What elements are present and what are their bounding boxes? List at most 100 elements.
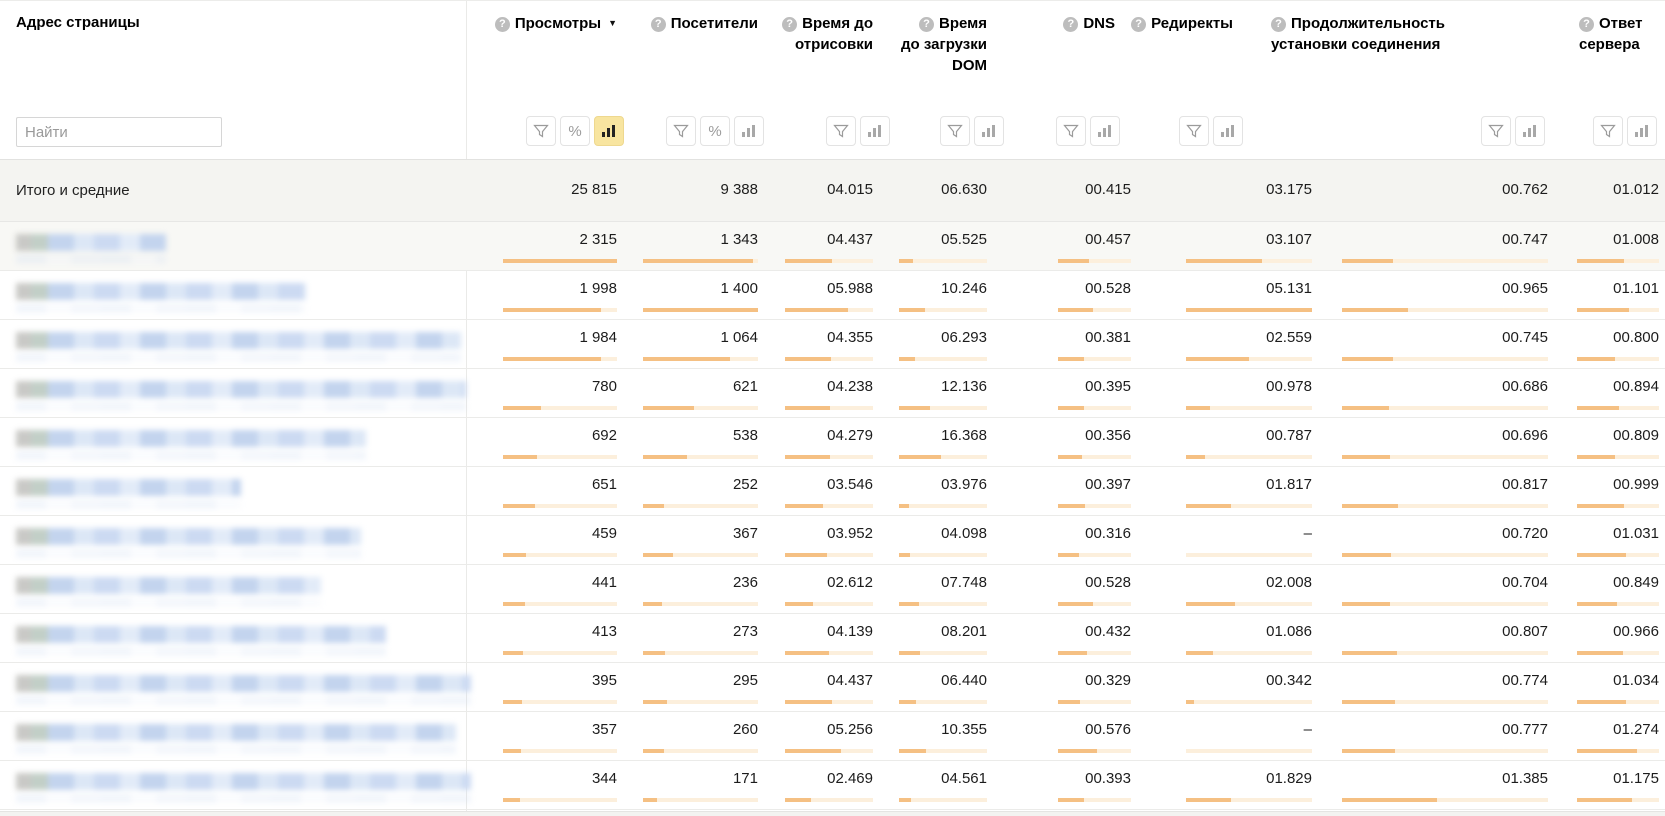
column-header-dom-load[interactable]: ? Время до загрузки DOM bbox=[901, 15, 987, 74]
server-response-cell: 00.849 bbox=[1577, 565, 1659, 613]
next-row-edge bbox=[0, 811, 1665, 816]
help-icon[interactable]: ? bbox=[650, 17, 666, 32]
dns-cell: 00.457 bbox=[1058, 222, 1131, 270]
column-header-redirects[interactable]: ? Редиректы bbox=[1131, 13, 1233, 34]
chart-view-button[interactable] bbox=[1515, 116, 1545, 146]
server-response-cell: 01.034 bbox=[1577, 663, 1659, 711]
server-response-cell: 01.031 bbox=[1577, 516, 1659, 564]
filter-funnel-button[interactable] bbox=[1056, 116, 1086, 146]
server-response-cell: 00.800 bbox=[1577, 320, 1659, 368]
render-time-cell: 04.355 bbox=[785, 320, 873, 368]
column-header-visitors[interactable]: ? Посетители bbox=[650, 13, 758, 34]
table-row: 459 367 03.952 04.098 00.316 – 00.720 01… bbox=[0, 516, 1665, 565]
percent-view-button[interactable]: % bbox=[560, 116, 590, 146]
percent-view-button[interactable]: % bbox=[700, 116, 730, 146]
filter-funnel-button[interactable] bbox=[940, 116, 970, 146]
dom-load-cell: 06.440 bbox=[899, 663, 987, 711]
redirects-cell: 01.829 bbox=[1186, 761, 1312, 809]
table-row: 1 984 1 064 04.355 06.293 00.381 02.559 … bbox=[0, 320, 1665, 369]
connect-duration-cell: 00.704 bbox=[1342, 565, 1548, 613]
totals-label: Итого и средние bbox=[16, 182, 130, 199]
column-header-dns[interactable]: ? DNS bbox=[1063, 13, 1115, 34]
server-response-cell: 01.101 bbox=[1577, 271, 1659, 319]
search-input[interactable] bbox=[16, 117, 222, 147]
table-row: 413 273 04.139 08.201 00.432 01.086 00.8… bbox=[0, 614, 1665, 663]
chart-view-button[interactable] bbox=[1090, 116, 1120, 146]
filter-funnel-button[interactable] bbox=[1179, 116, 1209, 146]
views-cell: 344 bbox=[503, 761, 617, 809]
redirects-cell: 01.086 bbox=[1186, 614, 1312, 662]
connect-duration-cell: 00.747 bbox=[1342, 222, 1548, 270]
column-header-connect-duration[interactable]: ? Продолжительность установки соединения bbox=[1271, 15, 1445, 53]
filter-funnel-button[interactable] bbox=[1481, 116, 1511, 146]
column-header-views[interactable]: ? Просмотры ▼ bbox=[494, 13, 617, 36]
chart-view-button[interactable] bbox=[860, 116, 890, 146]
help-icon[interactable]: ? bbox=[1271, 17, 1286, 32]
connect-duration-cell: 00.686 bbox=[1342, 369, 1548, 417]
views-cell: 651 bbox=[503, 467, 617, 515]
filter-group-visitors: % bbox=[666, 116, 764, 146]
redirects-cell: – bbox=[1186, 516, 1312, 564]
render-time-cell: 04.437 bbox=[785, 222, 873, 270]
visitors-cell: 621 bbox=[643, 369, 758, 417]
column-header-server-response[interactable]: ? Ответ сервера bbox=[1579, 15, 1643, 53]
server-response-cell: 00.809 bbox=[1577, 418, 1659, 466]
dom-load-cell: 04.098 bbox=[899, 516, 987, 564]
table-row: 395 295 04.437 06.440 00.329 00.342 00.7… bbox=[0, 663, 1665, 712]
help-icon[interactable]: ? bbox=[919, 17, 934, 32]
filter-group-redirects bbox=[1179, 116, 1243, 146]
connect-duration-cell: 01.385 bbox=[1342, 761, 1548, 809]
help-icon[interactable]: ? bbox=[1579, 17, 1594, 32]
filter-funnel-button[interactable] bbox=[666, 116, 696, 146]
dns-cell: 00.528 bbox=[1058, 271, 1131, 319]
render-time-cell: 03.546 bbox=[785, 467, 873, 515]
filter-group-render-time bbox=[826, 116, 890, 146]
filter-funnel-button[interactable] bbox=[1593, 116, 1623, 146]
column-divider bbox=[466, 1, 467, 816]
filter-funnel-button[interactable] bbox=[526, 116, 556, 146]
server-response-cell: 00.966 bbox=[1577, 614, 1659, 662]
chart-view-button[interactable] bbox=[974, 116, 1004, 146]
filter-funnel-button[interactable] bbox=[826, 116, 856, 146]
dom-load-cell: 08.201 bbox=[899, 614, 987, 662]
visitors-cell: 367 bbox=[643, 516, 758, 564]
table-row: 344 171 02.469 04.561 00.393 01.829 01.3… bbox=[0, 761, 1665, 810]
redirects-cell: 03.107 bbox=[1186, 222, 1312, 270]
render-time-cell: 03.952 bbox=[785, 516, 873, 564]
dns-cell: 00.576 bbox=[1058, 712, 1131, 760]
connect-duration-cell: 00.745 bbox=[1342, 320, 1548, 368]
column-header-render-time[interactable]: ? Время до отрисовки bbox=[781, 13, 873, 55]
chart-view-button[interactable] bbox=[594, 116, 624, 146]
views-total: 25 815 bbox=[571, 181, 617, 198]
redirects-cell: 02.008 bbox=[1186, 565, 1312, 613]
redirects-cell: 00.342 bbox=[1186, 663, 1312, 711]
help-icon[interactable]: ? bbox=[494, 17, 510, 32]
filter-group-views: % bbox=[526, 116, 624, 146]
chart-view-button[interactable] bbox=[1213, 116, 1243, 146]
render-time-cell: 05.256 bbox=[785, 712, 873, 760]
visitors-cell: 171 bbox=[643, 761, 758, 809]
visitors-cell: 295 bbox=[643, 663, 758, 711]
redirects-cell: 01.817 bbox=[1186, 467, 1312, 515]
views-cell: 780 bbox=[503, 369, 617, 417]
filter-group-connect-duration bbox=[1481, 116, 1545, 146]
table-row: 1 998 1 400 05.988 10.246 00.528 05.131 … bbox=[0, 271, 1665, 320]
chart-view-button[interactable] bbox=[1627, 116, 1657, 146]
chart-view-button[interactable] bbox=[734, 116, 764, 146]
dns-total: 00.415 bbox=[1085, 181, 1131, 198]
dns-cell: 00.381 bbox=[1058, 320, 1131, 368]
server-response-cell: 01.008 bbox=[1577, 222, 1659, 270]
server-response-cell: 01.175 bbox=[1577, 761, 1659, 809]
filter-group-dom-load bbox=[940, 116, 1004, 146]
views-cell: 692 bbox=[503, 418, 617, 466]
connect-duration-cell: 00.817 bbox=[1342, 467, 1548, 515]
help-icon[interactable]: ? bbox=[782, 17, 798, 32]
render-time-cell: 04.238 bbox=[785, 369, 873, 417]
server-response-cell: 00.894 bbox=[1577, 369, 1659, 417]
render-time-cell: 02.612 bbox=[785, 565, 873, 613]
table-row: 692 538 04.279 16.368 00.356 00.787 00.6… bbox=[0, 418, 1665, 467]
help-icon[interactable]: ? bbox=[1063, 17, 1079, 32]
connect-duration-cell: 00.720 bbox=[1342, 516, 1548, 564]
help-icon[interactable]: ? bbox=[1131, 17, 1147, 32]
